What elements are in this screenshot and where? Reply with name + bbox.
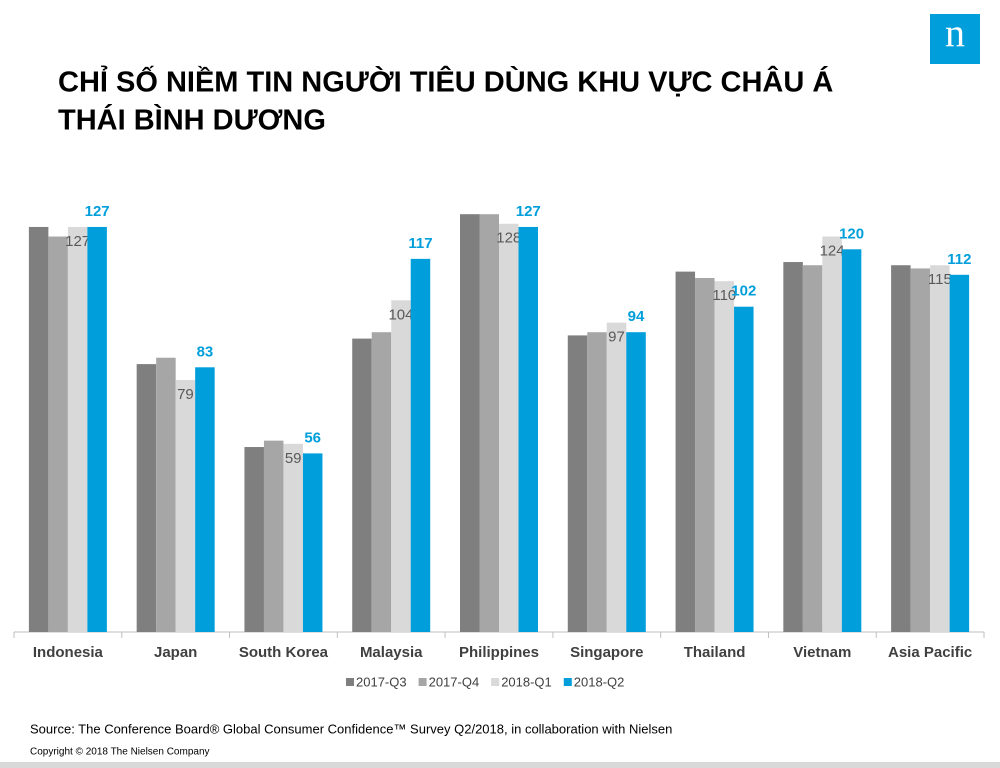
data-label: 94: [628, 308, 645, 325]
legend-label: 2018-Q1: [501, 674, 552, 689]
footer-band: [0, 762, 1000, 768]
legend-label: 2017-Q3: [356, 674, 407, 689]
bar: [783, 262, 803, 632]
bar: [136, 364, 157, 632]
bar: [626, 332, 646, 632]
bar: [714, 281, 735, 632]
bar: [460, 214, 480, 633]
bar: [28, 226, 49, 633]
legend-swatch: [346, 678, 354, 686]
x-tick-label: Philippines: [459, 644, 539, 661]
data-label: 127: [85, 203, 110, 220]
x-tick-label: Thailand: [684, 644, 746, 661]
x-tick-label: South Korea: [239, 644, 329, 661]
logo: n: [945, 10, 965, 55]
data-label: 102: [731, 283, 756, 300]
legend-swatch: [491, 678, 500, 686]
bar: [822, 236, 842, 632]
legend-label: 2018-Q2: [574, 674, 625, 689]
bar: [352, 338, 372, 632]
bar: [156, 357, 176, 632]
legend-swatch: [418, 678, 427, 686]
x-tick-label: Malaysia: [360, 644, 423, 661]
legend-swatch: [563, 678, 572, 686]
bar: [175, 380, 196, 632]
source: Source: The Conference Board® Global Con…: [30, 721, 672, 736]
logo-box: [930, 14, 980, 64]
data-label: 127: [516, 203, 541, 220]
bar: [675, 271, 696, 632]
data-label: 56: [304, 429, 321, 446]
data-label: 112: [947, 251, 971, 268]
data-label: 128: [496, 230, 521, 247]
data-label: 79: [177, 386, 194, 403]
bar: [410, 258, 431, 632]
legend-label: 2017-Q4: [429, 674, 480, 689]
data-label: 120: [839, 225, 864, 242]
x-tick-label: Japan: [154, 644, 197, 661]
bar: [371, 332, 392, 632]
data-label: 127: [65, 233, 90, 250]
bar: [841, 249, 862, 633]
data-label: 59: [285, 450, 302, 467]
bar: [734, 306, 754, 632]
bar: [244, 447, 264, 632]
copyright: Copyright © 2018 The Nielsen Company: [30, 747, 210, 758]
bar: [48, 236, 68, 632]
x-tick-label: Vietnam: [793, 644, 851, 661]
data-label: 97: [608, 329, 625, 346]
x-tick-label: Singapore: [570, 644, 643, 661]
bar: [802, 265, 823, 632]
data-label: 83: [197, 343, 214, 360]
bar: [302, 453, 323, 632]
bar: [499, 223, 519, 632]
bar: [930, 265, 950, 632]
x-tick-label: Asia Pacific: [888, 644, 972, 661]
data-label: 110: [712, 287, 736, 304]
chart-title: THÁI BÌNH DƯƠNG: [58, 103, 326, 137]
data-label: 124: [820, 242, 845, 259]
chart-title: CHỈ SỐ NIỀM TIN NGƯỜI TIÊU DÙNG KHU VỰC …: [58, 65, 833, 99]
bar: [263, 440, 284, 632]
x-tick-label: Indonesia: [33, 644, 104, 661]
bar: [479, 214, 499, 633]
bar: [891, 265, 911, 632]
bar: [518, 226, 538, 633]
bar: [695, 277, 715, 632]
bar: [283, 443, 303, 632]
data-label: 104: [388, 306, 413, 323]
bar: [910, 268, 931, 632]
bar: [567, 335, 588, 632]
bar: [195, 367, 215, 632]
bar: [606, 322, 627, 632]
bar: [67, 226, 88, 633]
bar: [391, 300, 411, 632]
bar: [949, 274, 970, 632]
data-label: 115: [928, 271, 952, 288]
bar: [587, 332, 607, 632]
bar: [87, 226, 107, 633]
data-label: 117: [408, 235, 432, 252]
